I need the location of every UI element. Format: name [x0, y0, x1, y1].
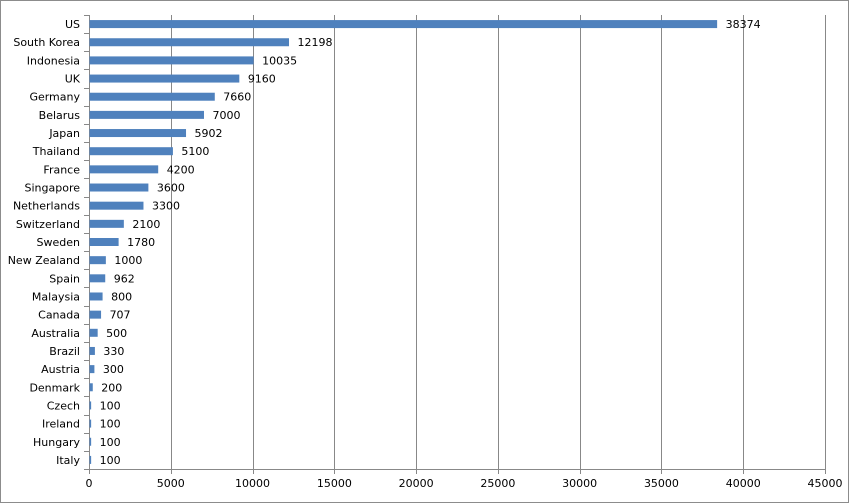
- data-label: 1780: [127, 236, 155, 249]
- category-label: Singapore: [25, 182, 81, 195]
- data-label: 100: [100, 436, 121, 449]
- x-tick-label: 15000: [317, 477, 352, 490]
- data-label: 5902: [195, 127, 223, 140]
- bar: [89, 147, 173, 156]
- category-label: Australia: [31, 327, 80, 340]
- category-label: Spain: [49, 272, 80, 285]
- bar: [89, 20, 718, 29]
- data-label: 3600: [157, 182, 185, 195]
- category-label: Denmark: [29, 381, 80, 394]
- bar: [89, 437, 92, 446]
- bar: [89, 129, 187, 138]
- data-label: 100: [100, 418, 121, 431]
- category-label: South Korea: [13, 36, 80, 49]
- data-label: 38374: [726, 18, 761, 31]
- category-label: Belarus: [39, 109, 81, 122]
- bar: [89, 201, 144, 210]
- data-label: 5100: [181, 145, 209, 158]
- category-label: Ireland: [42, 418, 80, 431]
- bar: [89, 256, 106, 265]
- data-label: 12198: [298, 36, 333, 49]
- data-label: 800: [111, 290, 132, 303]
- bar: [89, 183, 149, 192]
- x-tick-label: 25000: [480, 477, 515, 490]
- data-label: 962: [114, 272, 135, 285]
- x-tick-label: 40000: [726, 477, 761, 490]
- data-label: 330: [103, 345, 124, 358]
- bar: [89, 38, 290, 47]
- data-label: 3300: [152, 200, 180, 213]
- bar: [89, 383, 93, 392]
- category-label: Sweden: [37, 236, 80, 249]
- bar: [89, 455, 92, 464]
- data-label: 2100: [132, 218, 160, 231]
- category-label: Malaysia: [32, 290, 80, 303]
- x-tick-label: 10000: [235, 477, 270, 490]
- bar: [89, 401, 92, 410]
- bar: [89, 165, 159, 174]
- x-tick-label: 20000: [399, 477, 434, 490]
- category-label: Austria: [41, 363, 80, 376]
- data-label: 1000: [114, 254, 142, 267]
- category-label: Czech: [47, 399, 80, 412]
- x-tick-label: 35000: [644, 477, 679, 490]
- data-label: 7660: [223, 91, 251, 104]
- bar: [89, 219, 124, 228]
- bar: [89, 292, 103, 301]
- data-label: 300: [103, 363, 124, 376]
- category-label: Germany: [29, 91, 80, 104]
- x-tick-label: 45000: [808, 477, 843, 490]
- bar: [89, 92, 215, 101]
- category-label: UK: [65, 73, 81, 86]
- category-label: Italy: [56, 454, 80, 467]
- data-label: 100: [100, 399, 121, 412]
- data-label: 9160: [248, 73, 276, 86]
- data-label: 200: [101, 381, 122, 394]
- category-label: Netherlands: [13, 200, 80, 213]
- category-label: Thailand: [32, 145, 80, 158]
- bar: [89, 346, 95, 355]
- data-label: 7000: [212, 109, 240, 122]
- category-label: US: [65, 18, 80, 31]
- bar: [89, 310, 102, 319]
- category-label: Switzerland: [16, 218, 80, 231]
- bar: [89, 419, 92, 428]
- data-label: 100: [100, 454, 121, 467]
- bar: [89, 56, 254, 65]
- data-label: 500: [106, 327, 127, 340]
- data-label: 10035: [262, 54, 297, 67]
- bar: [89, 328, 98, 337]
- bar: [89, 238, 119, 246]
- data-label: 707: [110, 309, 131, 322]
- bar: [89, 74, 240, 83]
- x-tick-label: 5000: [157, 477, 185, 490]
- data-label: 4200: [167, 163, 195, 176]
- category-label: Canada: [38, 309, 80, 322]
- category-label: New Zealand: [8, 254, 80, 267]
- bar: [89, 365, 95, 374]
- bar: [89, 110, 204, 119]
- x-tick-label: 30000: [562, 477, 597, 490]
- category-label: Indonesia: [27, 54, 80, 67]
- category-label: France: [43, 163, 80, 176]
- category-label: Brazil: [49, 345, 80, 358]
- bar: [89, 274, 106, 283]
- category-label: Japan: [48, 127, 80, 140]
- x-tick-label: 0: [86, 477, 93, 490]
- category-label: Hungary: [33, 436, 80, 449]
